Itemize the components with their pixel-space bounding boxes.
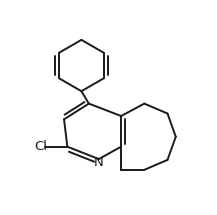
- Text: Cl: Cl: [34, 140, 47, 154]
- Text: N: N: [94, 156, 104, 169]
